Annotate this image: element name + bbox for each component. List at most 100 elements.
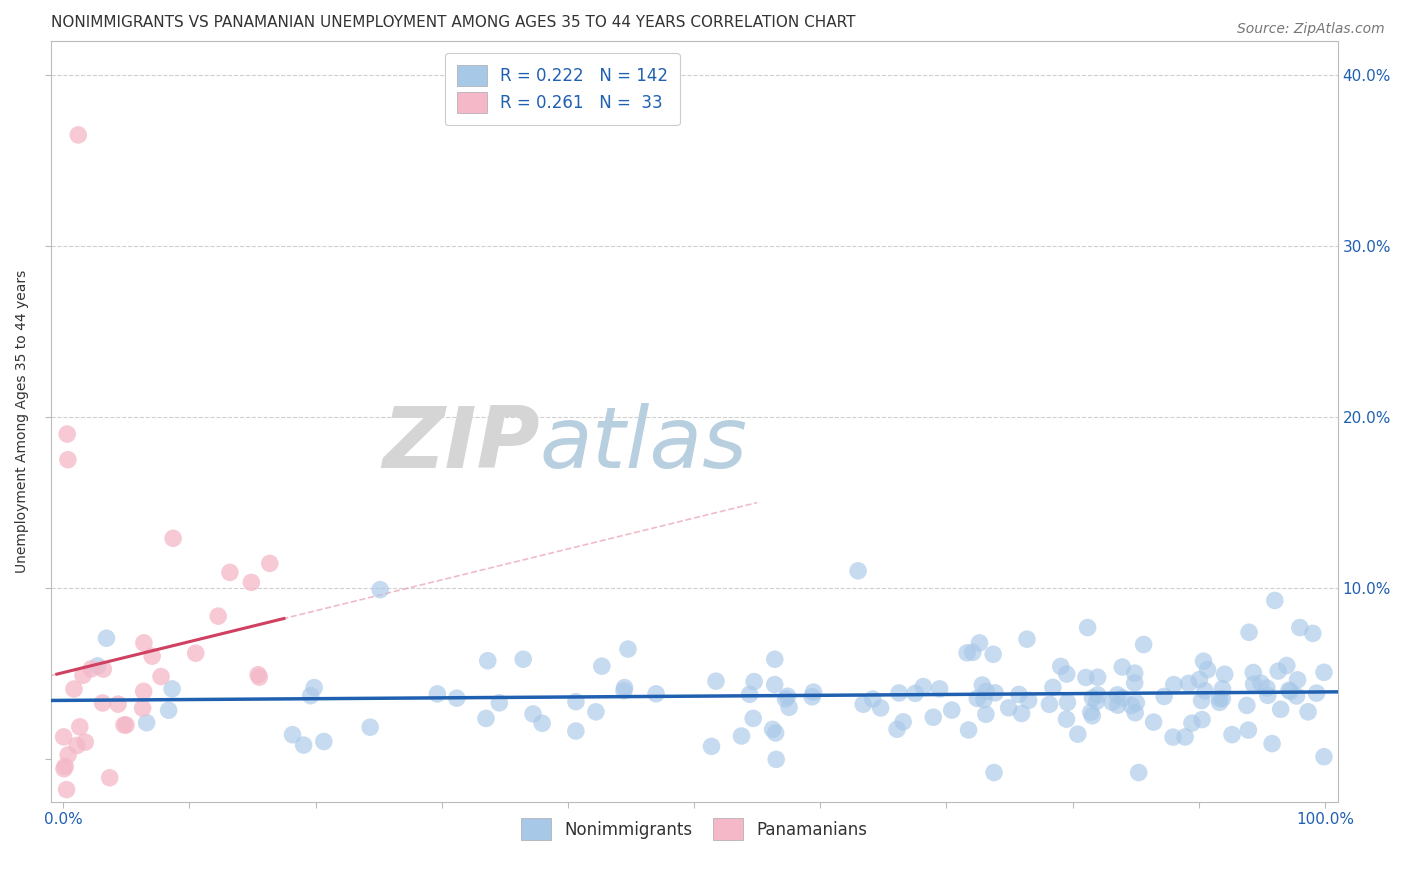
Point (247, 667, 270, 681)
Point (565, 695, 588, 709)
Point (613, 681, 636, 695)
Point (763, 652, 786, 666)
Point (1121, 698, 1143, 713)
Point (941, 703, 963, 717)
Point (645, 687, 668, 701)
Point (704, 674, 727, 689)
Point (162, 531, 184, 545)
Point (969, 636, 991, 650)
Point (962, 645, 984, 659)
Point (1177, 676, 1199, 690)
Point (966, 691, 988, 706)
Point (96, 631, 118, 645)
Point (131, 701, 153, 715)
Point (700, 739, 723, 754)
Point (1085, 694, 1108, 708)
Y-axis label: Unemployment Among Ages 35 to 44 years: Unemployment Among Ages 35 to 44 years (15, 269, 30, 573)
Point (869, 701, 891, 715)
Point (1211, 681, 1233, 696)
Point (852, 698, 875, 712)
Point (742, 674, 765, 689)
Point (299, 689, 322, 703)
Point (446, 691, 468, 706)
Point (63, 681, 86, 696)
Point (1132, 638, 1154, 652)
Point (1067, 727, 1090, 741)
Point (1305, 686, 1327, 700)
Point (922, 710, 945, 724)
Point (157, 703, 180, 717)
Point (52, 730, 75, 744)
Point (56, 427, 79, 442)
Point (1270, 702, 1292, 716)
Point (1111, 691, 1133, 706)
Point (1049, 659, 1071, 673)
Point (776, 690, 799, 704)
Point (141, 649, 163, 664)
Point (368, 582, 391, 597)
Point (1302, 626, 1324, 640)
Point (973, 692, 995, 706)
Point (247, 670, 270, 684)
Point (1163, 677, 1185, 691)
Point (91, 662, 114, 676)
Point (886, 723, 908, 737)
Point (972, 678, 994, 692)
Point (984, 686, 1007, 700)
Point (67, 128, 90, 142)
Point (1288, 621, 1310, 635)
Point (1161, 730, 1184, 744)
Point (957, 723, 980, 737)
Point (56, 452, 79, 467)
Point (69, 720, 91, 734)
Point (1208, 695, 1230, 709)
Point (1192, 654, 1215, 668)
Point (1087, 670, 1109, 684)
Point (488, 696, 510, 710)
Point (150, 669, 173, 683)
Point (1123, 676, 1146, 690)
Point (730, 729, 752, 743)
Point (207, 609, 229, 624)
Point (1011, 706, 1033, 721)
Point (585, 705, 607, 719)
Point (891, 714, 914, 729)
Point (80, 662, 103, 676)
Point (259, 557, 281, 571)
Point (475, 711, 498, 725)
Point (1256, 681, 1278, 695)
Point (1153, 690, 1175, 704)
Legend: Nonimmigrants, Panamanians: Nonimmigrants, Panamanians (515, 812, 873, 847)
Point (53, 762, 76, 776)
Point (240, 575, 263, 590)
Point (1123, 706, 1146, 720)
Point (426, 687, 449, 701)
Point (1056, 695, 1078, 709)
Point (846, 564, 869, 578)
Point (1101, 695, 1123, 709)
Point (56, 747, 79, 762)
Point (742, 711, 765, 725)
Point (1174, 730, 1197, 744)
Point (974, 707, 997, 722)
Point (1313, 665, 1336, 680)
Point (72, 668, 94, 682)
Point (302, 681, 325, 695)
Point (1236, 698, 1258, 713)
Point (591, 659, 613, 673)
Point (53, 759, 76, 773)
Point (1056, 667, 1078, 681)
Point (1296, 705, 1319, 719)
Point (801, 690, 824, 704)
Point (1264, 593, 1286, 607)
Point (1081, 691, 1104, 706)
Point (738, 687, 761, 701)
Point (107, 697, 129, 711)
Point (1188, 673, 1211, 687)
Point (312, 734, 335, 748)
Point (983, 765, 1005, 780)
Point (778, 700, 800, 714)
Point (1038, 698, 1060, 712)
Point (1213, 667, 1236, 681)
Point (1286, 673, 1309, 687)
